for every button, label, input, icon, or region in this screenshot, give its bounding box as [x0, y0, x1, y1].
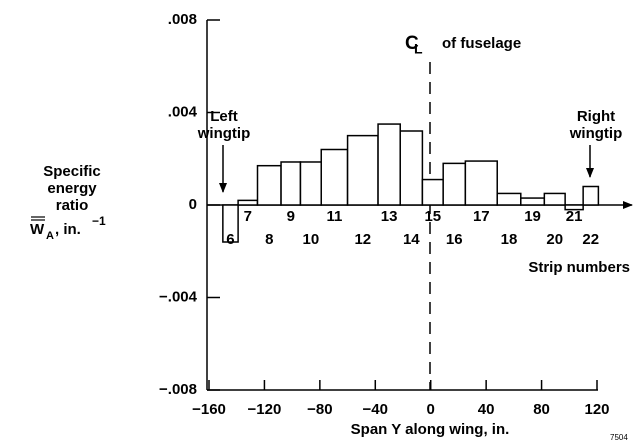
y-label: Specific: [43, 163, 101, 180]
bar: [377, 123, 401, 206]
y-tick-label: .004: [168, 103, 198, 120]
y-tick-label: 0: [189, 196, 197, 213]
strip-number: 8: [265, 231, 273, 248]
strip-number: 15: [424, 208, 441, 225]
right-wingtip: Right: [577, 108, 615, 125]
x-tick-label: 0: [427, 401, 435, 418]
y-symbol-subscript: A: [46, 230, 54, 242]
strip-number: 10: [303, 231, 320, 248]
bar: [496, 192, 522, 206]
x-tick-label: −160: [192, 401, 226, 418]
y-label: ratio: [56, 197, 89, 214]
bar: [543, 192, 566, 206]
strip-number: 20: [546, 231, 563, 248]
strip-number: 9: [287, 208, 295, 225]
centerline-l: L: [414, 41, 423, 57]
strip-number: 18: [501, 231, 518, 248]
bar: [520, 197, 546, 206]
x-tick-label: −120: [248, 401, 282, 418]
bar: [280, 161, 302, 206]
bar: [564, 204, 584, 211]
centerline-c: C: [405, 33, 419, 54]
strip-number: 11: [326, 208, 342, 225]
x-tick-label: 80: [533, 401, 550, 418]
x-tick-label: −40: [363, 401, 388, 418]
strip-number: 12: [354, 231, 371, 248]
x-tick-label: −80: [307, 401, 332, 418]
left-wingtip: Left: [210, 108, 238, 125]
centerline-label: of fuselage: [442, 35, 521, 52]
bar: [256, 164, 282, 206]
y-tick-label: .008: [168, 11, 197, 28]
strip-number: 17: [473, 208, 490, 225]
right-wingtip: wingtip: [569, 125, 623, 142]
bar: [320, 148, 349, 206]
strip-number: 19: [524, 208, 541, 225]
x-tick-label: 40: [478, 401, 495, 418]
bar: [222, 204, 239, 243]
strip-number: 7: [244, 208, 252, 225]
y-symbol: W: [30, 221, 45, 238]
y-symbol-unit: , in.: [55, 221, 81, 238]
x-tick-label: 120: [584, 401, 609, 418]
strip-number: 16: [446, 231, 463, 248]
bar: [464, 160, 498, 206]
bar: [399, 130, 424, 206]
strip-numbers-label: Strip numbers: [528, 259, 630, 276]
left-wingtip: wingtip: [197, 125, 251, 142]
bar: [582, 185, 600, 206]
bar: [299, 161, 322, 206]
strip-number: 22: [582, 231, 599, 248]
strip-number: 13: [381, 208, 398, 225]
bar: [421, 178, 444, 206]
y-tick-label: −.008: [159, 381, 197, 398]
bar: [237, 199, 259, 206]
figure-number: 7504: [610, 433, 628, 442]
x-axis-title: Span Y along wing, in.: [351, 421, 510, 438]
strip-number: 21: [566, 208, 583, 225]
bar: [346, 134, 379, 206]
strip-number: 14: [403, 231, 420, 248]
y-label: energy: [47, 180, 97, 197]
bar: [442, 162, 467, 206]
y-tick-label: −.004: [159, 288, 198, 305]
y-symbol-exponent: −1: [92, 214, 106, 228]
strip-number: 6: [226, 231, 234, 248]
